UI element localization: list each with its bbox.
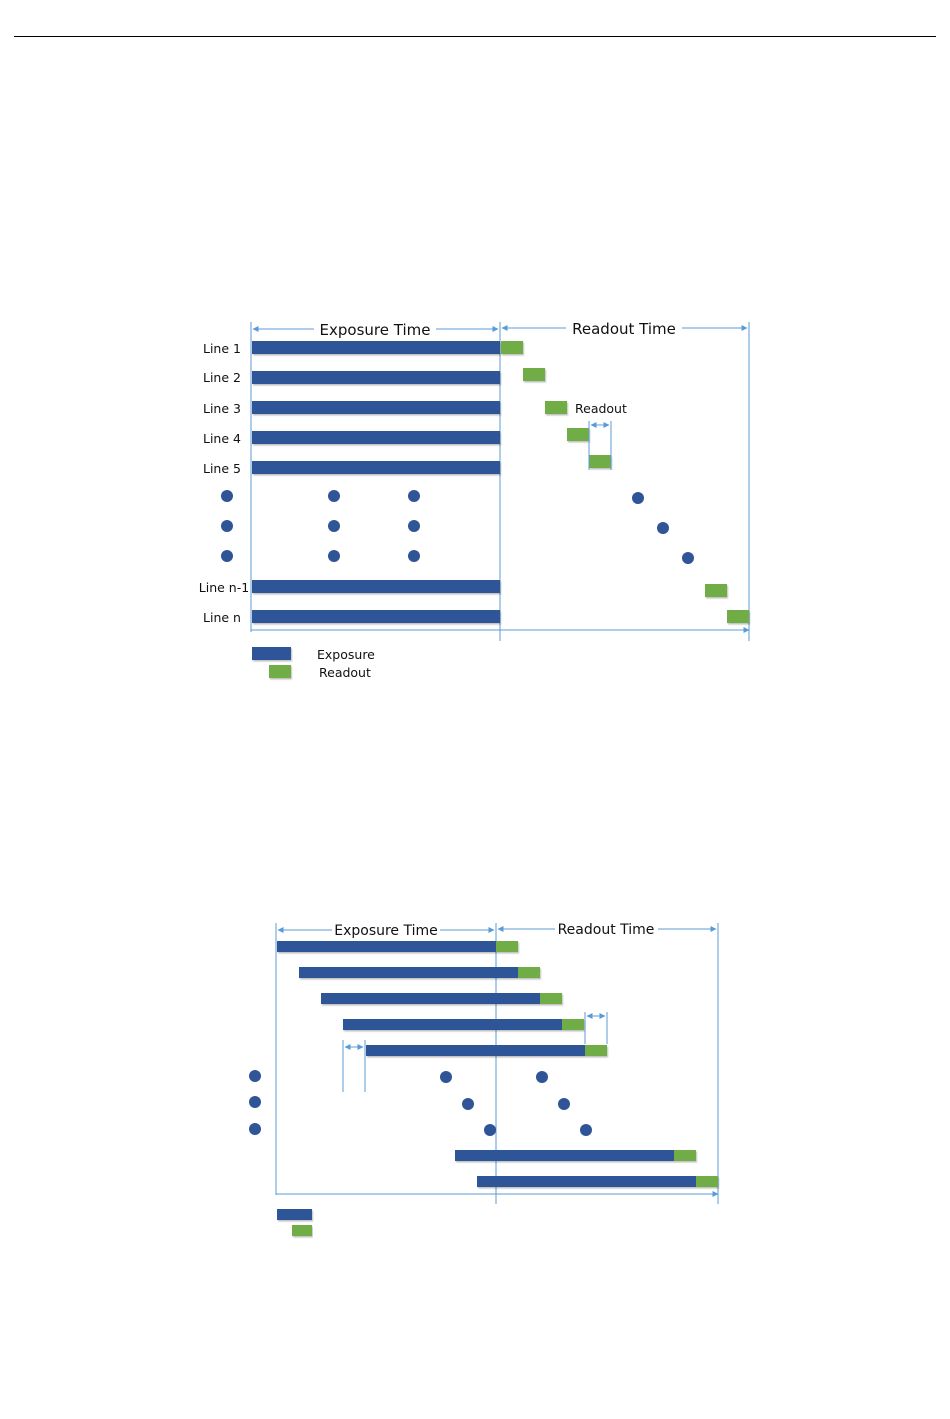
readout-block-row-3 [540, 993, 562, 1004]
diagram-1-rolling-shutter: Exposure Time Readout Time Line 1 Line 2… [199, 320, 750, 680]
readout-block-line-2 [523, 368, 545, 381]
dot [221, 520, 233, 532]
exposure-bar-row-2 [299, 967, 518, 978]
dot [328, 520, 340, 532]
readout-block-line-1 [501, 341, 523, 354]
dot [408, 550, 420, 562]
diagram-1-readout-blocks [501, 341, 749, 623]
dot [440, 1071, 452, 1083]
readout-width-marker [588, 421, 612, 470]
exposure-bar-row-1 [277, 941, 496, 952]
line-label-n: Line n [203, 610, 241, 625]
line-label-3: Line 3 [203, 401, 241, 416]
diagram-2-readout-time-title: Readout Time [558, 922, 655, 938]
dot [221, 490, 233, 502]
readout-block-row-5 [585, 1045, 607, 1056]
legend-readout-label: Readout [319, 665, 371, 680]
diagram-2-exposure-bars [277, 941, 696, 1187]
exposure-bar-row-4 [343, 1019, 562, 1030]
exposure-bar-line-2 [252, 371, 500, 384]
diagram-1-readout-time-title: Readout Time [572, 320, 676, 338]
diagram-1-ellipsis-dots [221, 490, 694, 564]
dot [536, 1071, 548, 1083]
line-label-2: Line 2 [203, 370, 241, 385]
readout-block-row-4 [562, 1019, 584, 1030]
exposure-bar-line-5 [252, 461, 500, 474]
dot [484, 1124, 496, 1136]
legend-readout-swatch [269, 665, 291, 678]
readout-block-line-3 [545, 401, 567, 414]
header-rule [14, 36, 936, 37]
exposure-bar-row-3 [321, 993, 540, 1004]
dot [462, 1098, 474, 1110]
diagram-2-readout-width-marker [584, 1012, 608, 1044]
dot [408, 490, 420, 502]
line-label-5: Line 5 [203, 461, 241, 476]
line-label-n-1: Line n-1 [199, 580, 249, 595]
readout-block-line-n [727, 610, 749, 623]
dot [328, 490, 340, 502]
readout-block-row-1 [496, 941, 518, 952]
diagram-1-exposure-bars [252, 341, 500, 623]
diagram-2-legend [277, 1209, 312, 1236]
dot [221, 550, 233, 562]
line-label-4: Line 4 [203, 431, 241, 446]
diagram-1-guides [250, 322, 750, 641]
line-label-1: Line 1 [203, 341, 241, 356]
dot [408, 520, 420, 532]
legend-exposure-swatch [252, 647, 291, 660]
legend-exposure-swatch [277, 1209, 312, 1220]
diagram-2-guides [275, 923, 719, 1204]
exposure-bar-line-1 [252, 341, 500, 354]
dot [249, 1096, 261, 1108]
dot [328, 550, 340, 562]
dot [632, 492, 644, 504]
readout-block-line-5 [589, 455, 611, 468]
readout-block-row-2 [518, 967, 540, 978]
dot [249, 1123, 261, 1135]
readout-block-line-4 [567, 428, 589, 441]
exposure-bar-line-4 [252, 431, 500, 444]
diagram-2-readout-blocks [496, 941, 718, 1187]
readout-block-row-n [696, 1176, 718, 1187]
diagram-1-legend: Exposure Readout [252, 647, 375, 680]
readout-annotation: Readout [575, 401, 627, 416]
exposure-bar-row-5 [366, 1045, 585, 1056]
diagram-1-exposure-time-title: Exposure Time [320, 321, 431, 339]
dot [558, 1098, 570, 1110]
exposure-bar-line-3 [252, 401, 500, 414]
exposure-bar-row-n [477, 1176, 696, 1187]
dot [580, 1124, 592, 1136]
legend-exposure-label: Exposure [317, 647, 375, 662]
diagram-2-overlapped-exposure: Exposure Time Readout Time [249, 922, 719, 1236]
readout-block-line-n-1 [705, 584, 727, 597]
legend-readout-swatch [292, 1225, 312, 1236]
dot [249, 1070, 261, 1082]
diagram-2-exposure-time-title: Exposure Time [334, 923, 438, 939]
diagram-2-ellipsis-dots [249, 1070, 592, 1136]
exposure-bar-row-n-1 [455, 1150, 674, 1161]
readout-block-row-n-1 [674, 1150, 696, 1161]
dot [682, 552, 694, 564]
exposure-bar-line-n-1 [252, 580, 500, 593]
dot [657, 522, 669, 534]
exposure-bar-line-n [252, 610, 500, 623]
diagram-2-offset-marker [342, 1040, 366, 1092]
